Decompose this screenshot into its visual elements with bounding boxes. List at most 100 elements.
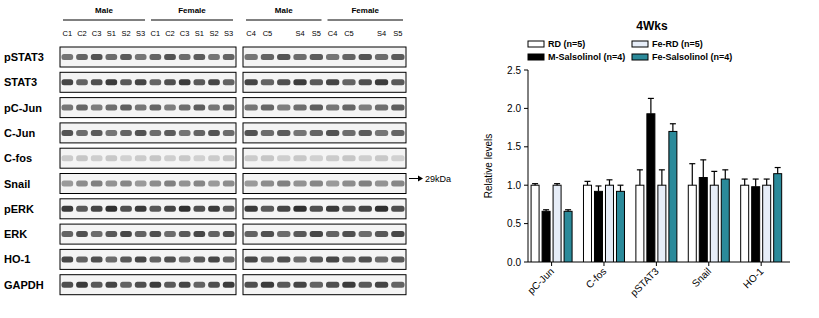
lane-label: C5 bbox=[263, 29, 273, 38]
band bbox=[106, 231, 118, 237]
error-cap bbox=[659, 169, 665, 170]
band bbox=[208, 231, 220, 237]
bar bbox=[542, 211, 550, 262]
band bbox=[135, 79, 147, 85]
error-cap bbox=[532, 183, 538, 184]
bar bbox=[564, 211, 572, 262]
band bbox=[62, 130, 74, 136]
band bbox=[277, 54, 290, 60]
band bbox=[261, 282, 274, 288]
band bbox=[342, 181, 355, 187]
bar bbox=[669, 131, 677, 262]
band bbox=[342, 256, 355, 262]
band bbox=[223, 231, 235, 237]
band bbox=[245, 79, 258, 85]
band bbox=[342, 54, 355, 60]
band bbox=[261, 54, 274, 60]
row-label: pSTAT3 bbox=[4, 51, 44, 63]
legend-label: RD (n=5) bbox=[548, 39, 585, 49]
error-line bbox=[672, 124, 673, 132]
error-line bbox=[725, 170, 726, 179]
band bbox=[106, 206, 118, 212]
error-cap bbox=[689, 163, 695, 164]
legend: RD (n=5)M-Salsolinol (n=4)Fe-RD (n=5)Fe-… bbox=[528, 39, 732, 62]
band bbox=[91, 282, 103, 288]
band bbox=[194, 155, 206, 161]
band bbox=[208, 282, 220, 288]
band bbox=[277, 231, 290, 237]
band bbox=[245, 54, 258, 60]
group-line bbox=[328, 20, 404, 21]
band bbox=[208, 155, 220, 161]
band bbox=[293, 256, 306, 262]
blot-strip bbox=[60, 224, 236, 244]
band bbox=[150, 79, 162, 85]
lane-label: C2 bbox=[77, 29, 87, 38]
bar bbox=[616, 191, 624, 262]
band bbox=[179, 105, 191, 111]
band bbox=[326, 256, 339, 262]
band bbox=[223, 155, 235, 161]
error-cap bbox=[648, 98, 654, 99]
legend-swatch bbox=[528, 54, 544, 60]
y-tick-label: 0.0 bbox=[507, 257, 521, 268]
band bbox=[223, 54, 235, 60]
error-line bbox=[703, 160, 704, 178]
band bbox=[76, 206, 88, 212]
band bbox=[179, 79, 191, 85]
band bbox=[62, 155, 74, 161]
band bbox=[120, 181, 132, 187]
band bbox=[120, 282, 132, 288]
band bbox=[375, 282, 388, 288]
band bbox=[208, 181, 220, 187]
band bbox=[164, 130, 176, 136]
y-tick-label: 1.5 bbox=[507, 141, 521, 152]
band bbox=[310, 155, 323, 161]
band bbox=[277, 181, 290, 187]
blot-strip bbox=[60, 199, 236, 219]
y-tick-label: 2.5 bbox=[507, 65, 521, 76]
error-cap bbox=[565, 209, 571, 210]
row-label: ERK bbox=[4, 228, 27, 240]
band bbox=[223, 256, 235, 262]
band bbox=[310, 282, 323, 288]
bar bbox=[583, 185, 591, 262]
band bbox=[164, 282, 176, 288]
blot-strip bbox=[243, 98, 406, 118]
band bbox=[194, 130, 206, 136]
band bbox=[106, 130, 118, 136]
band bbox=[208, 256, 220, 262]
bar bbox=[594, 191, 602, 262]
lane-label: S4 bbox=[295, 29, 304, 38]
band bbox=[135, 282, 147, 288]
band bbox=[120, 79, 132, 85]
error-bar bbox=[722, 170, 728, 179]
legend-label: M-Salsolinol (n=4) bbox=[548, 52, 625, 62]
band bbox=[293, 282, 306, 288]
band bbox=[342, 105, 355, 111]
error-bar bbox=[648, 98, 654, 113]
band bbox=[293, 105, 306, 111]
error-cap bbox=[711, 171, 717, 172]
band bbox=[359, 181, 372, 187]
band bbox=[76, 130, 88, 136]
band bbox=[62, 79, 74, 85]
band bbox=[359, 79, 372, 85]
band bbox=[261, 256, 274, 262]
band bbox=[194, 231, 206, 237]
band bbox=[326, 79, 339, 85]
band bbox=[179, 231, 191, 237]
band bbox=[208, 79, 220, 85]
band bbox=[76, 256, 88, 262]
band bbox=[194, 206, 206, 212]
blot-strip bbox=[60, 148, 236, 168]
lane-label: S3 bbox=[136, 29, 145, 38]
error-bar bbox=[617, 185, 623, 191]
blot-strip bbox=[60, 47, 236, 67]
error-cap bbox=[753, 178, 759, 179]
band bbox=[326, 181, 339, 187]
band bbox=[208, 105, 220, 111]
lane-label: S2 bbox=[209, 29, 218, 38]
band bbox=[293, 231, 306, 237]
band bbox=[375, 206, 388, 212]
